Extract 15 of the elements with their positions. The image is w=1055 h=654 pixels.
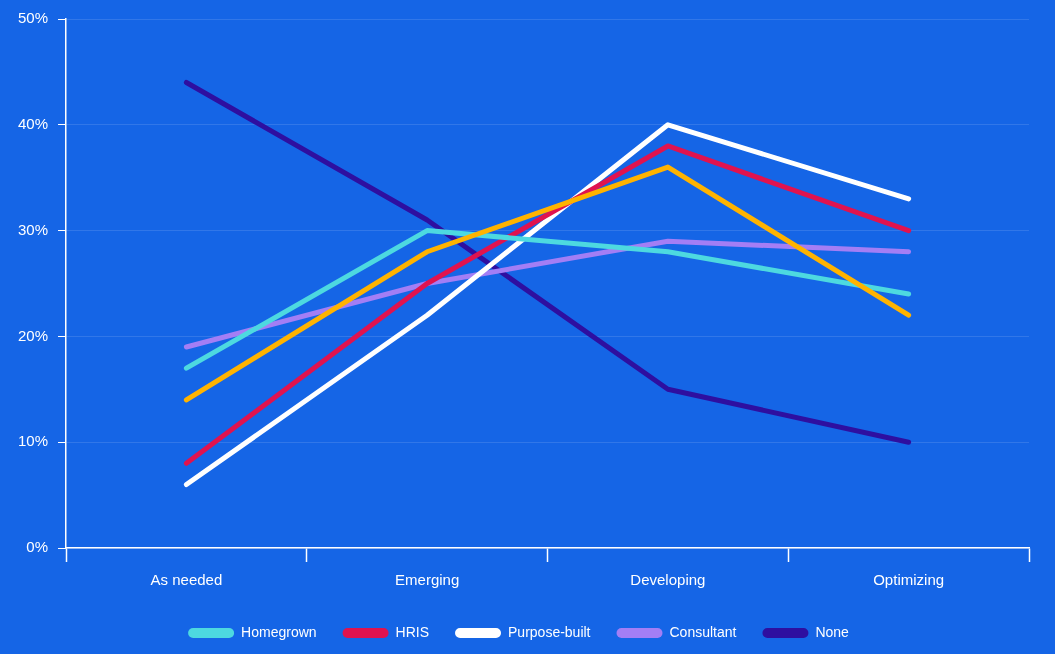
x-tick-label: Optimizing bbox=[873, 571, 945, 589]
legend-label: Homegrown bbox=[241, 623, 317, 640]
legend-label: HRIS bbox=[395, 623, 430, 640]
y-tick-label: 10% bbox=[17, 432, 49, 450]
legend-label: Purpose-built bbox=[508, 623, 591, 640]
x-tick-label: Emerging bbox=[395, 571, 460, 589]
legend-label: Consultant bbox=[669, 623, 737, 640]
x-tick-label: Developing bbox=[630, 571, 706, 589]
x-tick-label: As needed bbox=[150, 571, 223, 589]
y-tick-label: 50% bbox=[17, 9, 49, 27]
y-tick-label: 0% bbox=[26, 538, 49, 556]
y-tick-label: 30% bbox=[17, 220, 49, 238]
y-tick-label: 40% bbox=[17, 114, 49, 132]
legend-label: None bbox=[815, 623, 850, 640]
y-tick-label: 20% bbox=[17, 326, 49, 344]
